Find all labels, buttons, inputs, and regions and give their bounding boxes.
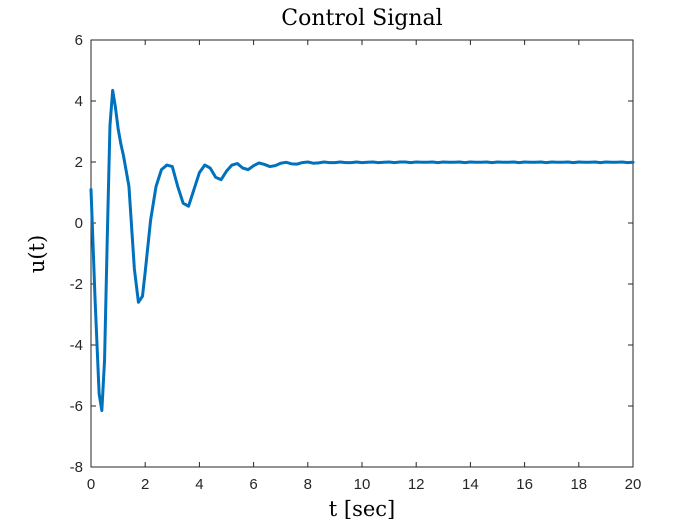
x-tick-label: 10	[354, 476, 371, 493]
axes-box	[90, 39, 634, 468]
x-tick-label: 20	[625, 476, 642, 493]
x-tick-label: 18	[570, 476, 587, 493]
x-tick-label: 14	[462, 476, 479, 493]
x-tick-label: 0	[87, 476, 95, 493]
x-tick-label: 2	[141, 476, 149, 493]
tick-marks	[90, 39, 634, 468]
x-tick-labels: 0 2 4 6 8 10 12 14 16 18 20	[87, 476, 642, 493]
x-axis-label: t [sec]	[329, 497, 395, 521]
x-tick-label: 8	[304, 476, 312, 493]
y-tick-label: -8	[70, 459, 83, 476]
plot-area: 0 2 4 6 8 10 12 14 16 18 20 -8 -6 -4 -2 0 2 4 6	[70, 32, 642, 493]
y-tick-label: 0	[75, 215, 83, 232]
x-tick-label: 12	[408, 476, 425, 493]
series-line	[89, 88, 635, 413]
y-tick-label: 2	[75, 154, 83, 171]
y-tick-label: -6	[70, 398, 83, 415]
x-tick-label: 4	[195, 476, 203, 493]
y-tick-label: 6	[75, 32, 83, 49]
y-tick-label: -4	[70, 337, 83, 354]
x-tick-label: 16	[516, 476, 533, 493]
y-tick-label: 4	[75, 93, 83, 110]
y-tick-label: -2	[70, 276, 83, 293]
y-tick-labels: -8 -6 -4 -2 0 2 4 6	[70, 32, 83, 476]
x-tick-label: 6	[249, 476, 257, 493]
chart-title: Control Signal	[281, 6, 442, 31]
y-axis-label: u(t)	[25, 235, 49, 273]
